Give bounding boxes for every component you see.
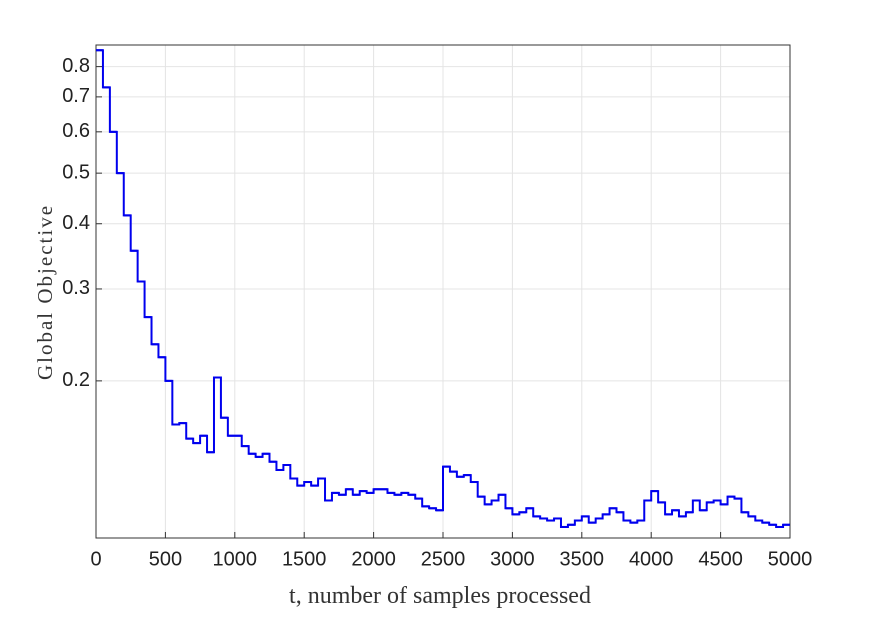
x-tick-label: 3500 — [560, 548, 605, 570]
x-tick-label: 3000 — [490, 548, 535, 570]
y-tick-label: 0.6 — [62, 120, 90, 142]
x-tick-label: 4500 — [698, 548, 743, 570]
x-tick-label: 4000 — [629, 548, 674, 570]
x-tick-label: 1500 — [282, 548, 327, 570]
y-axis-label: Global Objective — [33, 204, 57, 380]
plot-frame — [95, 44, 791, 539]
x-tick-label: 2500 — [421, 548, 466, 570]
x-tick-label: 500 — [149, 548, 182, 570]
y-tick-label: 0.2 — [62, 369, 90, 391]
x-tick-label: 2000 — [351, 548, 396, 570]
x-tick-label: 5000 — [768, 548, 813, 570]
y-tick-label: 0.8 — [62, 55, 90, 77]
x-tick-label: 0 — [90, 548, 101, 570]
x-axis-label: t, number of samples processed — [289, 583, 591, 609]
y-tick-label: 0.3 — [62, 277, 90, 299]
y-tick-label: 0.4 — [62, 212, 90, 234]
x-tick-label: 1000 — [213, 548, 258, 570]
y-tick-label: 0.7 — [62, 85, 90, 107]
y-tick-label: 0.5 — [62, 161, 90, 183]
